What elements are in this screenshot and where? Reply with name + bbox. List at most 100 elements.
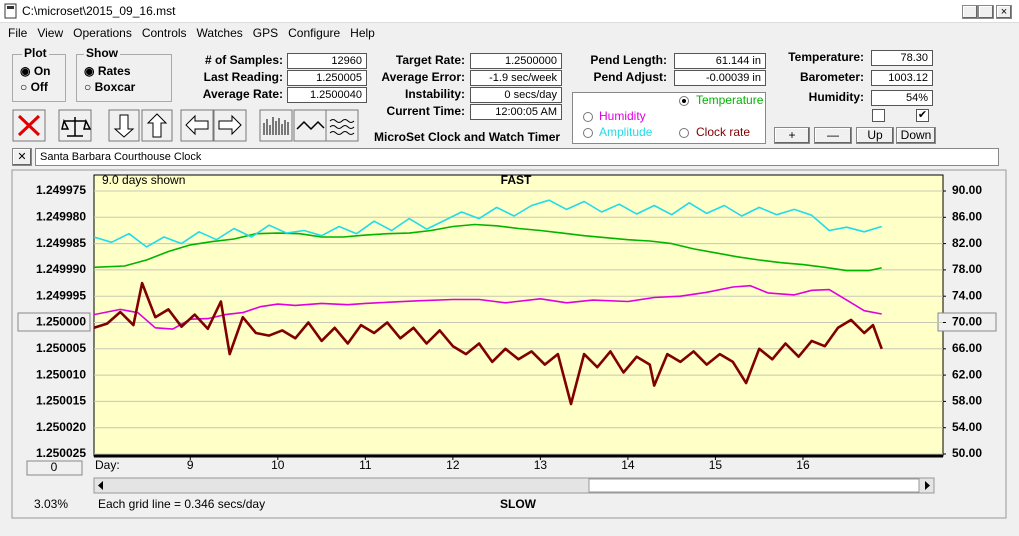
- field-label: Pend Adjust:: [593, 70, 667, 84]
- up-button[interactable]: [141, 109, 173, 142]
- y2-tick-label: 58.00: [952, 394, 982, 408]
- menu-item[interactable]: File: [8, 26, 28, 40]
- field-label: Barometer:: [799, 70, 864, 84]
- x-tick-label: 12: [446, 458, 460, 472]
- field-value: 1.250005: [287, 70, 367, 86]
- field-label: # of Samples:: [204, 53, 283, 67]
- slow-label: SLOW: [500, 497, 537, 511]
- field-value: 12:00:05 AM: [470, 104, 562, 120]
- y-tick-label: 1.249975: [36, 183, 86, 197]
- legend-entry[interactable]: Amplitude: [599, 125, 653, 139]
- button[interactable]: —: [814, 127, 852, 144]
- menu-item[interactable]: Operations: [73, 26, 132, 40]
- y-tick-label: 1.250000: [36, 315, 86, 329]
- button[interactable]: Down: [896, 127, 936, 144]
- series-line: [93, 223, 882, 272]
- checkbox[interactable]: ✔: [916, 109, 929, 122]
- field-label: Target Rate:: [395, 53, 465, 67]
- series-line: [93, 284, 882, 330]
- down-button[interactable]: [108, 109, 140, 142]
- radio-dot: [682, 99, 686, 103]
- field-value: -0.00039 in: [674, 70, 766, 86]
- y-tick-label: 1.250010: [36, 367, 86, 381]
- plot-area: [93, 174, 944, 457]
- field-label: Instability:: [404, 87, 465, 101]
- x-tick-label: 15: [709, 458, 723, 472]
- y2-tick-label: 86.00: [952, 209, 982, 223]
- y2-tick-label: 82.00: [952, 236, 982, 250]
- radio[interactable]: ◉ Rates: [84, 64, 131, 78]
- ripple-button[interactable]: [325, 109, 359, 142]
- field-label: Humidity:: [808, 90, 864, 104]
- field-label: Average Rate:: [202, 87, 283, 101]
- button[interactable]: +: [774, 127, 810, 144]
- field-value: 1003.12: [871, 70, 933, 86]
- y2-tick-label: 50.00: [952, 446, 982, 460]
- clock-name[interactable]: Santa Barbara Courthouse Clock: [35, 148, 999, 166]
- field-value: 0 secs/day: [470, 87, 562, 103]
- y2-tick-label: 74.00: [952, 288, 982, 302]
- menu-item[interactable]: GPS: [252, 26, 279, 40]
- field-value: 54%: [871, 90, 933, 106]
- offset-button[interactable]: [26, 460, 83, 476]
- menu-item[interactable]: View: [37, 26, 64, 40]
- y2-tick-label: 70.00: [952, 315, 982, 329]
- balance-button[interactable]: [58, 109, 92, 142]
- grid: [94, 190, 943, 455]
- menu-item[interactable]: Watches: [196, 26, 243, 40]
- x-tick-label: 14: [621, 458, 635, 472]
- series-line: [93, 199, 882, 248]
- x-tick-label: 10: [271, 458, 285, 472]
- clear-button[interactable]: [12, 109, 46, 142]
- field-label: Pend Length:: [590, 53, 667, 67]
- scroll-thumb[interactable]: [588, 478, 920, 493]
- right-button[interactable]: [213, 109, 247, 142]
- y-tick-label: 1.250025: [36, 446, 86, 460]
- maximize[interactable]: [978, 5, 994, 19]
- scroll-percent: 3.03%: [34, 497, 68, 511]
- radio[interactable]: ○ Boxcar: [84, 80, 136, 94]
- legend-entry[interactable]: Clock rate: [696, 125, 750, 139]
- x-tick-label: 13: [534, 458, 548, 472]
- legend-radios[interactable]: [583, 96, 689, 138]
- field-value: -1.9 sec/week: [470, 70, 562, 86]
- chart-frame: [11, 169, 1007, 519]
- bars-button[interactable]: [259, 109, 293, 142]
- title-bar: C:\microset\2015_09_16.mst ×: [0, 0, 1019, 23]
- left-button[interactable]: [180, 109, 214, 142]
- days-shown: 9.0 days shown: [102, 173, 185, 187]
- y-tick-label: 1.250020: [36, 420, 86, 434]
- legend-entry[interactable]: Temperature: [696, 93, 764, 107]
- series-selector: [572, 92, 766, 144]
- field-label: Last Reading:: [203, 70, 283, 84]
- app-name: MicroSet Clock and Watch Timer: [374, 130, 561, 144]
- menu-item[interactable]: Controls: [141, 26, 187, 40]
- close[interactable]: ×: [996, 5, 1012, 19]
- button[interactable]: Up: [856, 127, 894, 144]
- minimize[interactable]: [962, 5, 978, 19]
- field-label: Current Time:: [386, 104, 465, 118]
- toolbar: [12, 109, 359, 142]
- y-tick-label: 1.249990: [36, 262, 86, 276]
- field-label: Average Error:: [381, 70, 465, 84]
- offset-button-label[interactable]: 0: [51, 460, 58, 474]
- radio-label: Boxcar: [94, 80, 136, 94]
- close-clock[interactable]: ✕: [12, 148, 32, 166]
- menu-item[interactable]: Configure: [288, 26, 341, 40]
- wave-button[interactable]: [293, 109, 327, 142]
- menu-bar: File View Operations Controls Watches GPS Conf…: [8, 26, 385, 40]
- radio-label: Off: [30, 80, 48, 94]
- radio[interactable]: ○ Off: [20, 80, 48, 94]
- checkbox[interactable]: [872, 109, 885, 122]
- show-group: [76, 54, 172, 102]
- field-value: 1.2500000: [470, 53, 562, 69]
- menu-item[interactable]: Help: [350, 26, 375, 40]
- y-tick-label: 1.249980: [36, 209, 86, 223]
- legend-entry[interactable]: Humidity: [599, 109, 646, 123]
- field-value: 1.2500040: [287, 87, 367, 103]
- radio[interactable]: ◉ On: [20, 64, 51, 78]
- tick-button[interactable]: [17, 312, 91, 332]
- y2-tick-label: 54.00: [952, 420, 982, 434]
